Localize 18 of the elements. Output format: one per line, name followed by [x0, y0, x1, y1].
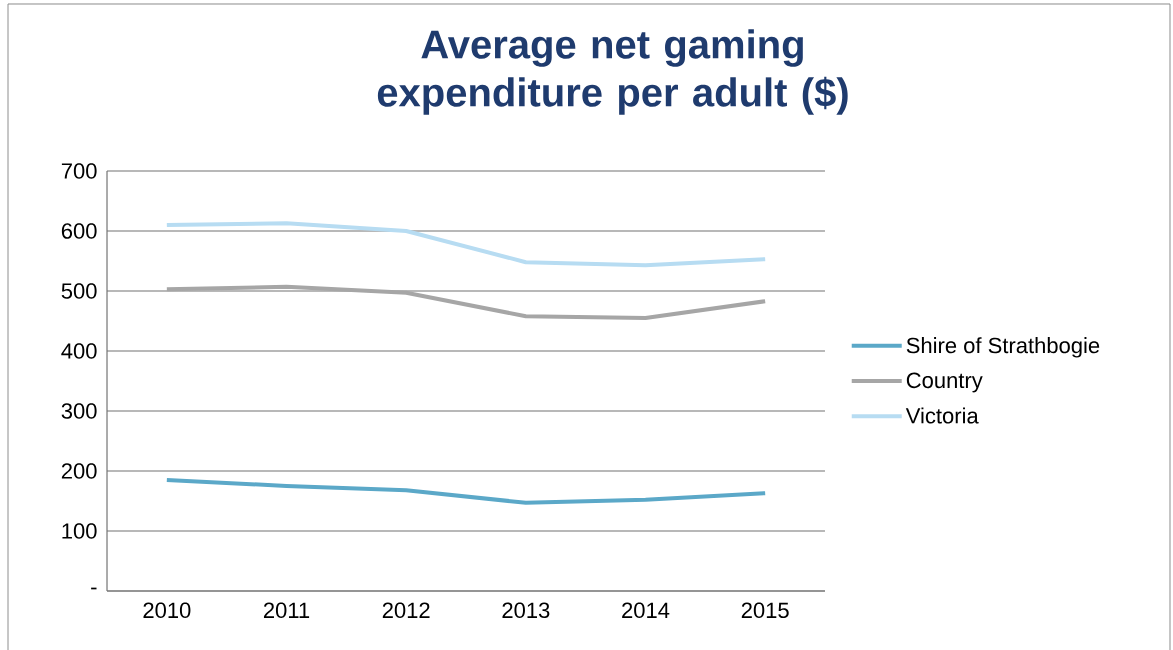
x-tick-label: 2014	[622, 602, 670, 619]
y-tick-label: 100	[62, 523, 97, 539]
x-tick-label: 2011	[263, 602, 310, 619]
y-tick-label: 300	[61, 403, 97, 419]
legend-label: Country	[906, 372, 983, 393]
x-tick-label: 2013	[502, 602, 550, 619]
y-tick-label: -	[91, 587, 97, 590]
y-tick-label: 200	[61, 463, 97, 479]
legend-label: Shire of Strathbogie	[906, 337, 1100, 358]
y-tick-label: 500	[61, 283, 97, 299]
x-tick-label: 2015	[741, 602, 789, 619]
y-tick-label: 700	[61, 163, 97, 179]
x-tick-label: 2012	[382, 602, 430, 619]
y-tick-label: 400	[61, 343, 97, 359]
legend-label: Victoria	[905, 407, 979, 424]
chart-title: Average net gaming expenditure per adult ($)	[377, 29, 848, 115]
y-tick-label: 600	[61, 223, 97, 239]
x-tick-label: 2010	[143, 602, 191, 619]
